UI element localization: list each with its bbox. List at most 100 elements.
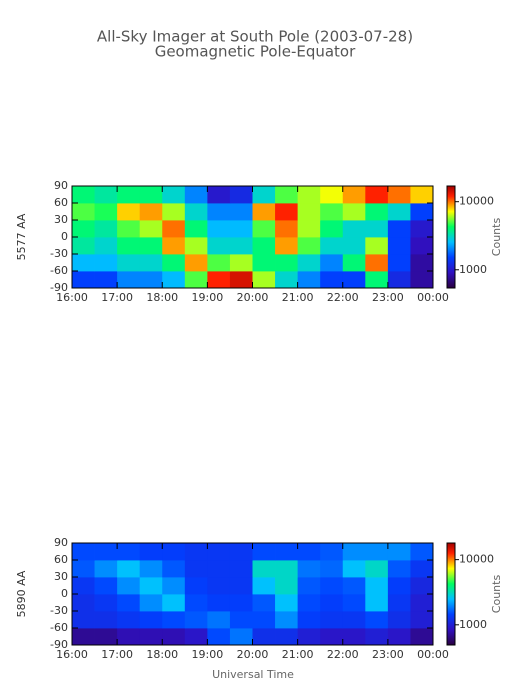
heatmap-cell — [365, 254, 389, 272]
y-axis-label: 5577 AA — [15, 213, 28, 260]
heatmap-cell — [229, 186, 253, 204]
colorbar-tick-label: 10000 — [459, 553, 494, 566]
heatmap-cell — [207, 628, 231, 646]
heatmap-cell — [320, 237, 344, 255]
heatmap-cell — [229, 594, 253, 612]
heatmap-cell — [320, 254, 344, 272]
y-tick-label: 0 — [61, 587, 68, 600]
heatmap-cell — [410, 186, 434, 204]
y-tick-label: 30 — [54, 213, 68, 226]
heatmap-cell — [275, 628, 299, 646]
heatmap-cell — [252, 271, 276, 289]
heatmap-cell — [229, 577, 253, 595]
colorbar-label: Counts — [490, 575, 503, 614]
heatmap-cell — [184, 220, 208, 238]
heatmap-cell — [162, 628, 186, 646]
heatmap-cell — [72, 220, 95, 238]
heatmap-cell — [162, 543, 186, 561]
heatmap-cell — [139, 577, 163, 595]
heatmap-cell — [387, 628, 411, 646]
colorbar-tick-label: 10000 — [459, 195, 494, 208]
heatmap-cell — [297, 560, 321, 578]
heatmap-cell — [117, 220, 141, 238]
heatmap-cell — [72, 271, 95, 289]
heatmap-cell — [342, 271, 366, 289]
heatmap-cell — [252, 560, 276, 578]
heatmap-cell — [207, 203, 231, 221]
heatmap-cell — [320, 611, 344, 629]
y-tick-label: -60 — [50, 264, 68, 277]
colorbar-tick-label: 1000 — [459, 263, 487, 276]
x-tick-label: 20:00 — [237, 648, 269, 661]
heatmap-cell — [252, 594, 276, 612]
heatmap-cell — [162, 611, 186, 629]
x-tick-label: 23:00 — [372, 648, 404, 661]
heatmap-cell — [184, 271, 208, 289]
heatmap-cell — [207, 254, 231, 272]
heatmap-cell — [297, 203, 321, 221]
heatmap-cell — [410, 237, 434, 255]
heatmap-cell — [94, 271, 118, 289]
heatmap-cell — [320, 203, 344, 221]
y-tick-label: 60 — [54, 196, 68, 209]
heatmap-cell — [162, 220, 186, 238]
x-tick-label: 18:00 — [146, 291, 178, 304]
heatmap-cell — [139, 220, 163, 238]
heatmap-cell — [275, 220, 299, 238]
heatmap-cell — [184, 628, 208, 646]
x-tick-label: 21:00 — [282, 648, 314, 661]
heatmap-cell — [365, 271, 389, 289]
heatmap-cell — [365, 543, 389, 561]
heatmap-cell — [72, 543, 95, 561]
heatmap-cell — [410, 628, 434, 646]
heatmap-cell — [387, 611, 411, 629]
heatmap-cell — [410, 577, 434, 595]
heatmap-cell — [94, 237, 118, 255]
heatmap-cell — [139, 560, 163, 578]
heatmap-cell — [117, 628, 141, 646]
heatmap-cell — [207, 543, 231, 561]
heatmap-cell — [297, 594, 321, 612]
heatmap-cell — [117, 543, 141, 561]
heatmap-cell — [342, 237, 366, 255]
heatmap-cell — [297, 611, 321, 629]
heatmap-cell — [229, 271, 253, 289]
heatmap-cell — [252, 543, 276, 561]
heatmap-cell — [365, 611, 389, 629]
heatmap-cell — [117, 611, 141, 629]
heatmap-cell — [320, 186, 344, 204]
heatmap-cell — [275, 237, 299, 255]
heatmap-cell — [275, 254, 299, 272]
heatmap-cell — [410, 560, 434, 578]
y-tick-label: 90 — [54, 536, 68, 549]
heatmap-cell — [184, 203, 208, 221]
heatmap-cell — [365, 237, 389, 255]
heatmap-cell — [117, 203, 141, 221]
heatmap-cell — [342, 186, 366, 204]
heatmap-cell — [207, 237, 231, 255]
heatmap-cell — [297, 186, 321, 204]
heatmap-cell — [162, 577, 186, 595]
heatmap-cell — [365, 203, 389, 221]
x-tick-label: 00:00 — [417, 291, 449, 304]
heatmap-cell — [320, 628, 344, 646]
heatmap-cell — [184, 577, 208, 595]
y-tick-label: 30 — [54, 570, 68, 583]
colorbar-label: Counts — [490, 218, 503, 257]
x-tick-label: 19:00 — [192, 291, 224, 304]
heatmap-cell — [229, 611, 253, 629]
heatmap-cell — [342, 203, 366, 221]
heatmap-cell — [342, 560, 366, 578]
heatmap-cell — [275, 543, 299, 561]
x-axis-label: Universal Time — [212, 668, 294, 680]
heatmap-cell — [252, 577, 276, 595]
heatmap-cell — [275, 186, 299, 204]
heatmap-cell — [117, 271, 141, 289]
heatmap-cell — [387, 186, 411, 204]
heatmap-cell — [94, 594, 118, 612]
chart-title: All-Sky Imager at South Pole (2003-07-28… — [97, 28, 413, 46]
x-tick-label: 00:00 — [417, 648, 449, 661]
heatmap-cell — [252, 203, 276, 221]
y-tick-label: -90 — [50, 638, 68, 651]
x-tick-label: 16:00 — [56, 291, 88, 304]
